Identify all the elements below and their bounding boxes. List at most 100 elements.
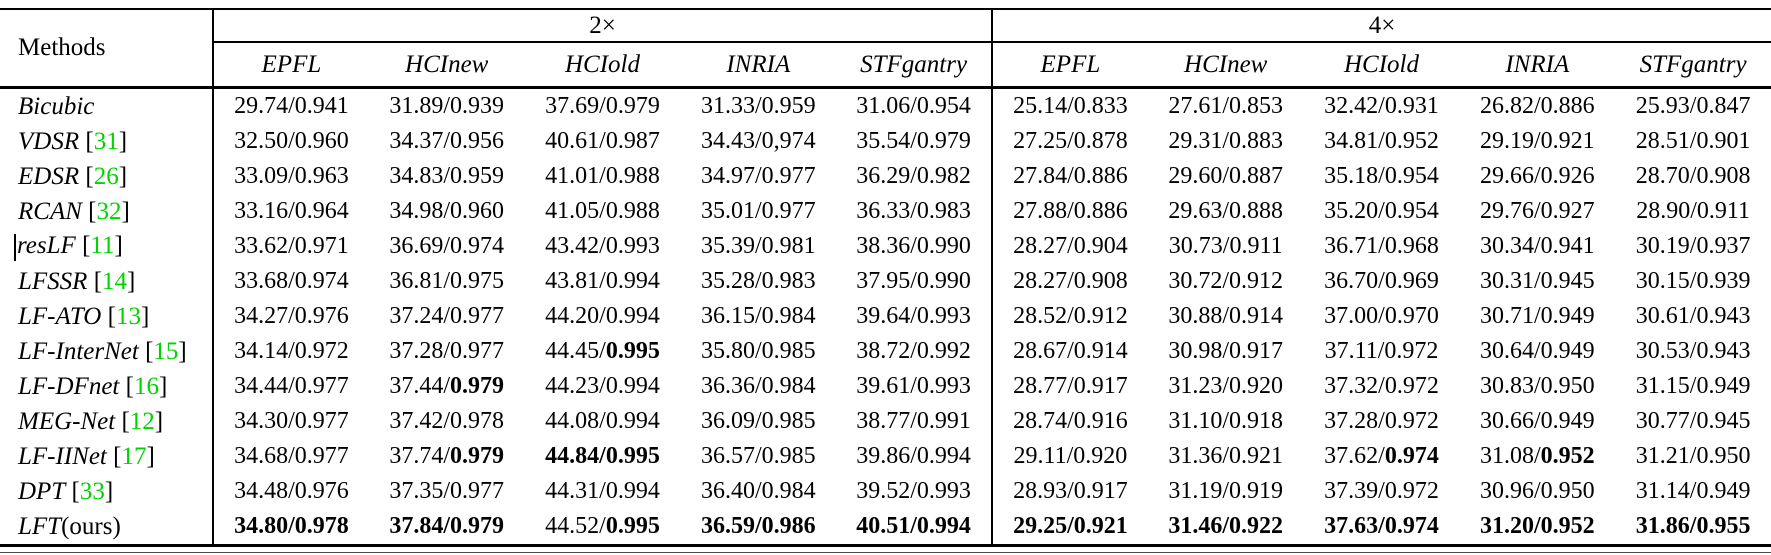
psnr-value: 30.64/: [1479, 338, 1541, 364]
result-cell: 32.42/0.931: [1304, 88, 1460, 125]
citation-number: 16: [133, 372, 159, 400]
ssim-value: 0.994: [605, 303, 660, 329]
psnr-value: 34.27/: [234, 303, 295, 329]
ssim-value: 0.917: [1229, 338, 1284, 364]
result-cell: 31.33/0.959: [680, 88, 836, 125]
result-cell: 30.53/0.943: [1615, 334, 1771, 369]
result-cell: 31.20/0.952: [1459, 509, 1616, 547]
psnr-value: 34.68/: [234, 443, 295, 469]
citation-open-bracket: [: [138, 337, 154, 365]
psnr-value: 31.06/: [856, 93, 917, 119]
result-cell: 31.19/0.919: [1148, 474, 1304, 509]
psnr-value: 30.98/: [1168, 338, 1230, 364]
psnr-value: 30.34/: [1479, 233, 1541, 259]
result-cell: 28.27/0.908: [992, 264, 1148, 299]
ssim-value: 0.919: [1229, 478, 1284, 504]
result-cell: 37.39/0.972: [1304, 474, 1460, 509]
result-cell: 34.68/0.977: [213, 439, 369, 474]
result-cell: 34.80/0.978: [213, 509, 369, 547]
psnr-value: 37.84/: [389, 513, 451, 539]
result-cell: 28.67/0.914: [992, 334, 1148, 369]
ssim-value: 0.912: [1229, 268, 1284, 294]
psnr-value: 28.52/: [1013, 303, 1074, 329]
result-cell: 41.05/0.988: [525, 194, 681, 229]
ssim-value: 0.974: [1384, 443, 1439, 469]
ssim-value: 0.945: [1696, 408, 1751, 434]
result-cell: 34.14/0.972: [213, 334, 369, 369]
psnr-value: 34.30/: [234, 408, 295, 434]
method-cell: LF-ATO [13]: [0, 299, 214, 334]
result-cell: 33.68/0.974: [213, 264, 369, 299]
ssim-value: 0.985: [761, 408, 816, 434]
result-cell: 33.62/0.971: [213, 229, 369, 264]
psnr-value: 40.51/: [856, 513, 917, 539]
result-cell: 30.71/0.949: [1459, 299, 1615, 334]
psnr-value: 35.18/: [1324, 163, 1385, 189]
ssim-value: 0.978: [450, 408, 505, 434]
result-cell: 38.72/0.992: [836, 334, 993, 369]
citation-number: 17: [121, 442, 147, 470]
method-name: resLF: [17, 232, 76, 260]
ssim-value: 0.984: [761, 478, 816, 504]
ssim-value: 0.974: [450, 233, 505, 259]
method-name: LF-InterNet: [18, 337, 139, 365]
ssim-value: 0.982: [916, 163, 971, 189]
ssim-value: 0.993: [916, 373, 971, 399]
ssim-value: 0.977: [761, 198, 816, 224]
ssim-value: 0.994: [916, 513, 971, 539]
ssim-value: 0.886: [1073, 163, 1128, 189]
method-cell: LFSSR [14]: [0, 264, 214, 299]
psnr-value: 37.39/: [1324, 478, 1385, 504]
citation-open-bracket: [: [81, 197, 97, 225]
ssim-value: 0.927: [1540, 198, 1595, 224]
result-cell: 31.15/0.949: [1615, 369, 1771, 404]
psnr-value: 30.31/: [1479, 268, 1541, 294]
result-cell: 37.28/0.972: [1304, 404, 1460, 439]
result-cell: 30.64/0.949: [1459, 334, 1615, 369]
result-cell: 44.31/0.994: [525, 474, 681, 509]
result-cell: 30.31/0.945: [1459, 264, 1615, 299]
result-cell: 39.61/0.993: [836, 369, 993, 404]
citation-open-bracket: [: [65, 477, 80, 505]
ssim-value: 0.956: [450, 128, 505, 154]
ssim-value: 0.954: [1384, 198, 1439, 224]
result-cell: 31.21/0.950: [1615, 439, 1771, 474]
ssim-value: 0.949: [1540, 338, 1595, 364]
ssim-value: 0.853: [1229, 93, 1284, 119]
psnr-value: 33.68/: [234, 268, 295, 294]
psnr-value: 25.14/: [1013, 93, 1074, 119]
psnr-value: 39.61/: [856, 373, 917, 399]
ssim-value: 0.995: [605, 338, 660, 364]
psnr-value: 36.36/: [700, 373, 762, 399]
ssim-value: 0.887: [1229, 163, 1284, 189]
result-cell: 34.30/0.977: [213, 404, 369, 439]
psnr-value: 39.64/: [856, 303, 917, 329]
result-cell: 44.52/0.995: [524, 509, 681, 547]
bottom-thin-rule: [0, 552, 1771, 553]
ssim-value: 0.972: [1384, 373, 1439, 399]
ssim-value: 0.847: [1696, 93, 1751, 119]
ssim-value: 0.985: [761, 443, 816, 469]
table-body: Bicubic 29.74/0.941 31.89/0.939 37.69/0.979…: [0, 87, 1771, 547]
ssim-value: 0.954: [916, 93, 971, 119]
method-suffix: (ours): [61, 512, 121, 540]
result-cell: 34.27/0.976: [213, 299, 369, 334]
psnr-value: 31.21/: [1635, 443, 1697, 469]
result-cell: 29.63/0.888: [1148, 194, 1304, 229]
ssim-value: 0.993: [916, 303, 971, 329]
scale-group-2x-header: 2×: [213, 9, 993, 43]
ssim-value: 0.969: [1384, 268, 1439, 294]
method-cell: EDSR [26]: [0, 159, 214, 194]
result-cell: 36.09/0.985: [680, 404, 836, 439]
psnr-value: 44.08/: [545, 408, 606, 434]
citation-close-bracket: ]: [118, 127, 128, 155]
psnr-value: 36.71/: [1324, 233, 1385, 259]
psnr-value: 30.73/: [1168, 233, 1230, 259]
result-cell: 35.80/0.985: [680, 334, 836, 369]
psnr-value: 34.80/: [234, 513, 295, 539]
ssim-value: 0.959: [450, 163, 505, 189]
ssim-value: 0.926: [1540, 163, 1595, 189]
method-cell: RCAN [32]: [0, 194, 214, 229]
psnr-value: 28.27/: [1013, 268, 1074, 294]
psnr-value: 36.69/: [389, 233, 451, 259]
